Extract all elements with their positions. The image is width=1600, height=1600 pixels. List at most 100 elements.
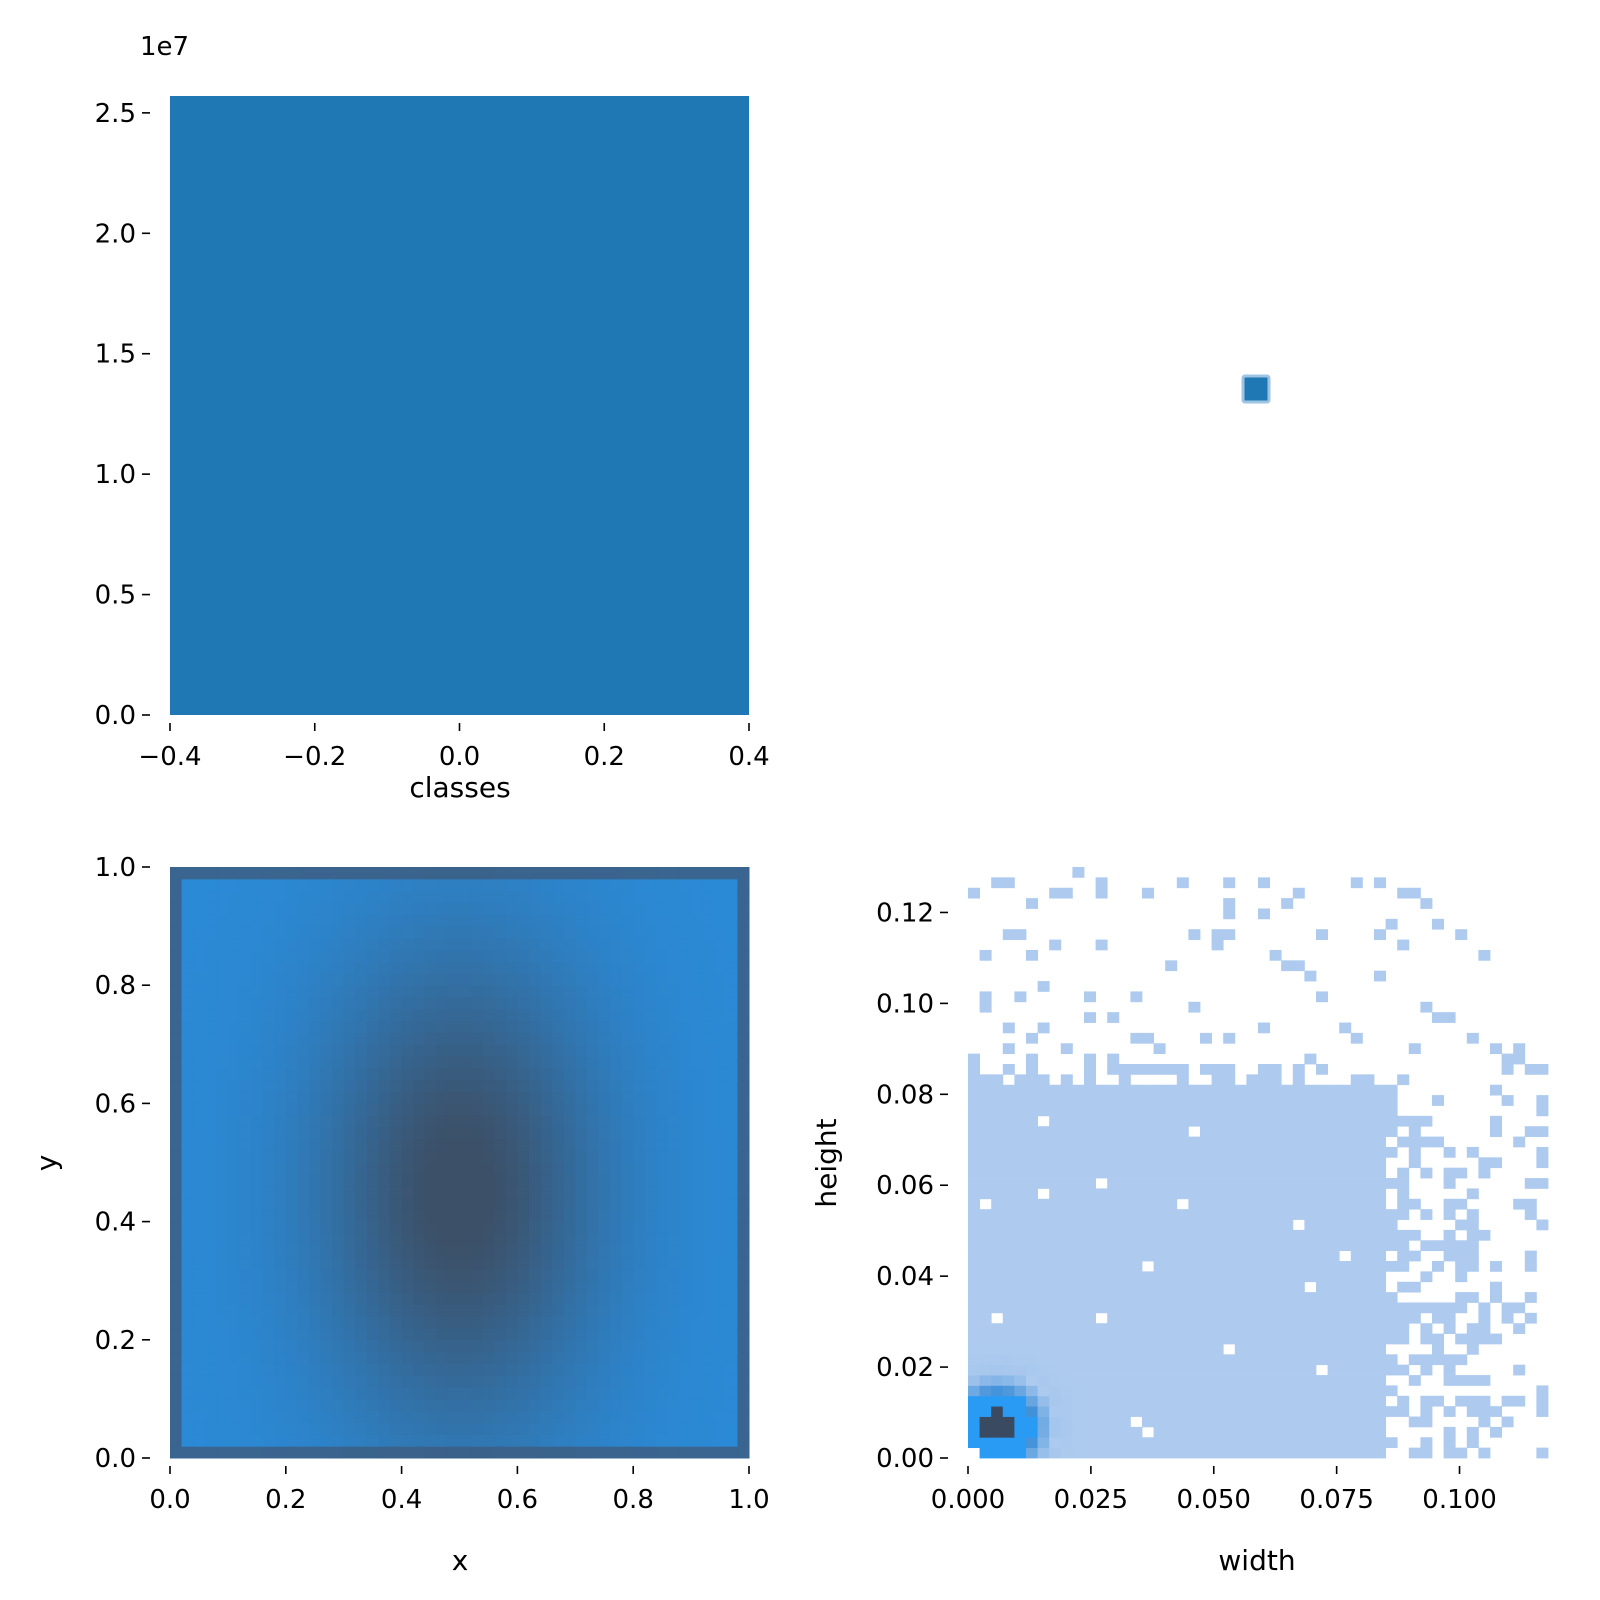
heatmap-cell: [297, 1422, 310, 1435]
heatmap-cell: [598, 1327, 611, 1341]
heatmap-cell: [436, 1351, 449, 1364]
heatmap-cell: [598, 1233, 611, 1246]
heatmap-cell: [378, 1363, 391, 1376]
heatmap-cell: [471, 926, 484, 939]
histogram-cell: [1200, 1343, 1212, 1355]
histogram-cell: [1385, 1312, 1398, 1324]
histogram-cell: [1408, 1115, 1421, 1127]
heatmap-cell: [737, 1292, 750, 1305]
histogram-cell: [1466, 1209, 1479, 1220]
heatmap-cell: [413, 1079, 426, 1093]
heatmap-cell: [714, 1186, 727, 1199]
heatmap-cell: [227, 878, 240, 892]
heatmap-cell: [401, 1233, 414, 1246]
histogram-cell: [1165, 1178, 1178, 1189]
heatmap-cell: [610, 1221, 623, 1234]
heatmap-cell: [598, 1446, 611, 1459]
histogram-cell: [1501, 1416, 1514, 1428]
heatmap-cell: [714, 1221, 727, 1234]
heatmap-cell: [691, 1162, 704, 1175]
heatmap-cell: [505, 1375, 518, 1388]
heatmap-cell: [644, 1174, 657, 1187]
histogram-cell: [1281, 1209, 1294, 1220]
histogram-cell: [1420, 1323, 1433, 1334]
histogram-cell: [1292, 1126, 1305, 1137]
histogram-cell: [1362, 1146, 1375, 1158]
heatmap-cell: [691, 1138, 704, 1152]
histogram-cell: [1455, 1261, 1468, 1272]
histogram-cell: [1408, 1157, 1421, 1169]
heatmap-cell: [633, 1410, 646, 1424]
histogram-cell: [1501, 1302, 1514, 1314]
heatmap-cell: [227, 973, 240, 986]
heatmap-cell: [170, 937, 183, 951]
heatmap-cell: [667, 1127, 681, 1140]
heatmap-cell: [285, 1410, 298, 1424]
histogram-cell: [1269, 1115, 1282, 1127]
histogram-cell: [1292, 1146, 1305, 1158]
heatmap-cell: [308, 1079, 322, 1093]
histogram-cell: [1246, 1281, 1259, 1293]
histogram-cell: [1246, 1261, 1259, 1272]
heatmap-cell: [459, 926, 472, 939]
heatmap-cell: [204, 926, 217, 939]
histogram-cell: [991, 1250, 1004, 1262]
histogram-cell: [1107, 1261, 1120, 1272]
heatmap-cell: [343, 1446, 356, 1459]
histogram-cell: [1118, 1240, 1131, 1252]
heatmap-cell: [355, 1174, 368, 1187]
histogram-cell: [1292, 1343, 1305, 1355]
heatmap-cell: [170, 1186, 183, 1199]
histogram-cell: [1327, 1447, 1340, 1459]
heatmap-cell: [679, 1316, 692, 1329]
histogram-cell: [1200, 1271, 1212, 1283]
histogram-cell: [1188, 1240, 1201, 1252]
heatmap-cell: [170, 1280, 183, 1294]
heatmap-cell: [471, 1221, 484, 1234]
histogram-cell: [1211, 1136, 1224, 1148]
heatmap-cell: [401, 890, 414, 903]
histogram-cell: [1350, 1198, 1363, 1210]
histogram-cell: [1292, 1115, 1305, 1127]
histogram-cell: [1188, 1426, 1201, 1438]
heatmap-cell: [471, 1280, 484, 1294]
histogram-cell: [1327, 1437, 1340, 1449]
histogram-cell: [979, 1271, 992, 1283]
histogram-cell: [1084, 1447, 1096, 1459]
heatmap-cell: [667, 1186, 681, 1199]
heatmap-cell: [181, 973, 194, 986]
histogram-cell: [1095, 1198, 1108, 1210]
heatmap-cell: [471, 1197, 484, 1211]
histogram-cell: [979, 1302, 992, 1314]
heatmap-cell: [540, 1327, 553, 1341]
histogram-cell: [1165, 1115, 1178, 1127]
heatmap-cell: [586, 1339, 599, 1353]
heatmap-cell: [482, 1257, 495, 1270]
histogram-cell: [1223, 1395, 1236, 1407]
heatmap-cell: [343, 1304, 356, 1317]
histogram-cell: [991, 1105, 1004, 1117]
heatmap-cell: [262, 1363, 275, 1376]
heatmap-cell: [656, 1422, 669, 1435]
heatmap-cell: [540, 997, 553, 1010]
y-axis-label: y: [30, 1155, 63, 1172]
histogram-cell: [1292, 1240, 1305, 1252]
histogram-cell: [1327, 1136, 1340, 1148]
histogram-cell: [1478, 1375, 1491, 1386]
heatmap-cell: [285, 878, 298, 892]
heatmap-cell: [528, 914, 542, 927]
heatmap-cell: [366, 1292, 379, 1305]
histogram-cell: [1211, 1395, 1224, 1407]
heatmap-cell: [332, 1115, 345, 1128]
heatmap-cell: [517, 1020, 530, 1033]
heatmap-cell: [679, 1280, 692, 1294]
heatmap-cell: [378, 937, 391, 951]
histogram-cell: [1258, 908, 1270, 920]
histogram-cell: [1037, 1281, 1050, 1293]
histogram-cell: [1455, 1198, 1468, 1210]
heatmap-cell: [355, 1363, 368, 1376]
histogram-cell: [1176, 1437, 1189, 1449]
heatmap-cell: [656, 1127, 669, 1140]
heatmap-cell: [540, 937, 553, 951]
heatmap-cell: [482, 1091, 495, 1104]
